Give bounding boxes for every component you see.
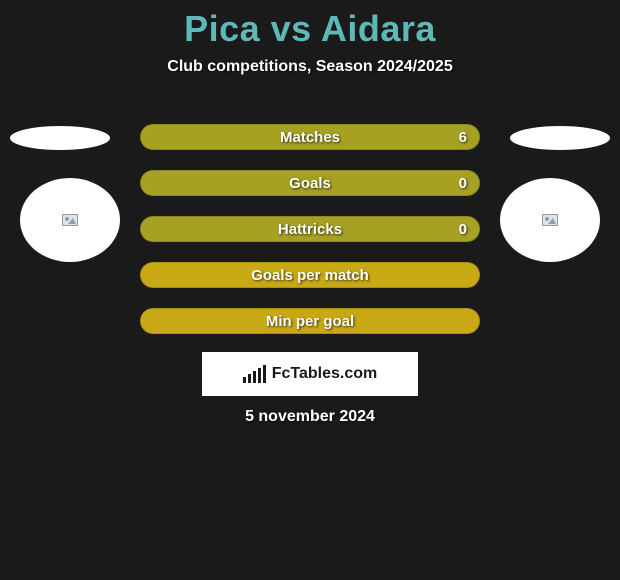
logo-text: FcTables.com (272, 365, 378, 383)
image-placeholder-icon (62, 214, 78, 226)
image-placeholder-icon (542, 214, 558, 226)
stat-row-goals-per-match: Goals per match (140, 262, 480, 288)
page-title: Pica vs Aidara (0, 0, 620, 50)
stat-label: Matches (280, 129, 340, 146)
logo-bars-icon (243, 365, 266, 383)
stat-label: Min per goal (266, 313, 354, 330)
stat-value-right: 0 (459, 175, 467, 192)
stat-value-right: 6 (459, 129, 467, 146)
stats-container: Matches 6 Goals 0 Hattricks 0 Goals per … (140, 124, 480, 334)
subtitle: Club competitions, Season 2024/2025 (0, 58, 620, 76)
stat-row-goals: Goals 0 (140, 170, 480, 196)
stat-label: Goals per match (251, 267, 369, 284)
stat-label: Hattricks (278, 221, 342, 238)
stat-value-right: 0 (459, 221, 467, 238)
left-player-oval (10, 126, 110, 150)
logo-content: FcTables.com (243, 365, 378, 383)
stat-label: Goals (289, 175, 331, 192)
left-player-avatar (20, 178, 120, 262)
right-player-oval (510, 126, 610, 150)
stat-row-matches: Matches 6 (140, 124, 480, 150)
stat-row-min-per-goal: Min per goal (140, 308, 480, 334)
stat-row-hattricks: Hattricks 0 (140, 216, 480, 242)
date-footer: 5 november 2024 (0, 408, 620, 426)
fctables-logo[interactable]: FcTables.com (202, 352, 418, 396)
right-player-avatar (500, 178, 600, 262)
